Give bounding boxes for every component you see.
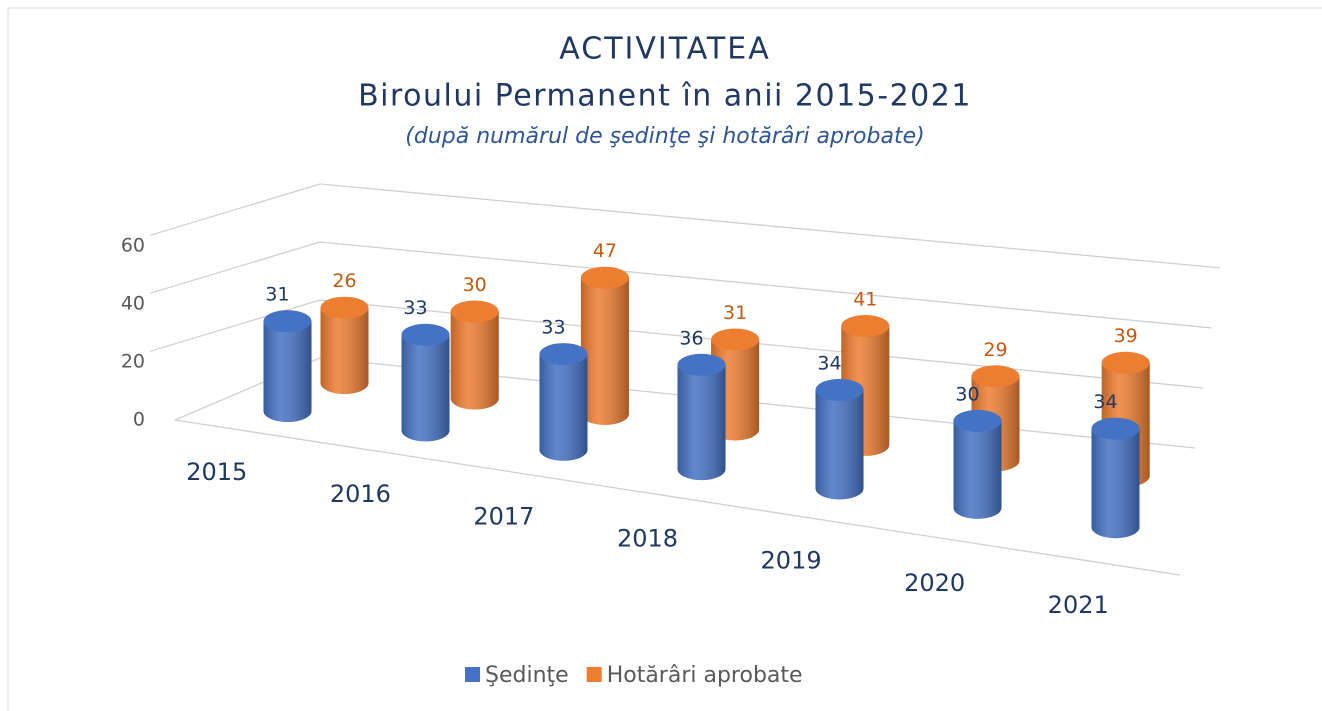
bar-top [320, 296, 369, 319]
value-label: 33 [403, 297, 427, 319]
x-tick-label: 2015 [186, 458, 247, 486]
grid-line [174, 357, 1196, 449]
chart-subtitle: Biroului Permanent în anii 2015-2021 [358, 79, 972, 114]
bar-shade [401, 334, 450, 442]
legend-label: Hotărâri aprobate [607, 663, 803, 688]
x-tick-label: 2019 [761, 547, 822, 575]
bar-shade [815, 389, 864, 500]
bar [401, 323, 450, 442]
value-label: 29 [983, 339, 1007, 361]
y-tick-label: 20 [121, 351, 145, 373]
bar-top [263, 310, 312, 333]
bar [1091, 417, 1140, 539]
x-tick-label: 2018 [617, 525, 678, 553]
value-label: 31 [265, 284, 289, 306]
legend-swatch [465, 667, 480, 682]
value-label: 31 [723, 302, 747, 324]
chart-annotation: (după numărul de şedinţe şi hotărâri apr… [405, 124, 924, 149]
x-tick-label: 2016 [330, 480, 391, 508]
value-label: 36 [679, 327, 703, 349]
y-tick-label: 60 [121, 235, 145, 257]
bar-top [815, 378, 864, 401]
plot: 0 20 40 60 26 30 47 31 41 29 39 31 33 33 36 34 30 34 2015 2… [121, 183, 1221, 688]
bar-top [580, 266, 629, 289]
bar-top [401, 323, 450, 346]
value-label: 41 [853, 289, 877, 311]
bar [539, 343, 588, 461]
floor-edge [174, 419, 1181, 576]
bar-top [539, 343, 588, 366]
bar [450, 300, 499, 410]
bar-shade [1091, 428, 1140, 539]
value-label: 34 [1093, 391, 1117, 413]
bar-shade [263, 321, 312, 423]
value-label: 47 [593, 240, 617, 262]
bar [580, 266, 629, 426]
bar-top [711, 328, 760, 351]
y-tick-label: 0 [133, 409, 145, 431]
grid-line [149, 299, 1204, 389]
bar-top [677, 353, 726, 376]
x-tick-label: 2020 [904, 569, 965, 597]
grid-line [149, 183, 1221, 269]
bar-top [971, 365, 1020, 388]
bar [320, 296, 369, 395]
bar-top [1091, 417, 1140, 440]
bar-shade [953, 420, 1002, 519]
bar [815, 378, 864, 500]
bar-shade [580, 277, 629, 426]
bar [677, 353, 726, 481]
bar [263, 310, 312, 423]
value-label: 39 [1114, 325, 1138, 347]
chart-title: ACTIVITATEA [559, 32, 770, 67]
value-label: 33 [541, 317, 565, 339]
value-label: 30 [955, 383, 979, 405]
legend-label: Şedinţe [485, 663, 569, 688]
bar-top [953, 409, 1002, 432]
bar-shade [450, 311, 499, 410]
value-label: 34 [817, 352, 841, 374]
grid-line [149, 241, 1212, 329]
legend-swatch [586, 667, 602, 682]
bar [953, 409, 1002, 519]
bar-shade [539, 354, 588, 461]
chart-border [7, 7, 1322, 711]
bar-top [450, 300, 499, 323]
y-tick-label: 40 [121, 293, 145, 315]
bar-shade [320, 307, 369, 395]
value-label: 26 [332, 270, 356, 292]
x-tick-label: 2021 [1048, 591, 1109, 619]
x-tick-label: 2017 [473, 502, 534, 530]
bar-shade [677, 364, 726, 481]
bar-top [1101, 351, 1150, 374]
value-label: 30 [463, 274, 487, 296]
bar-top [841, 315, 890, 338]
